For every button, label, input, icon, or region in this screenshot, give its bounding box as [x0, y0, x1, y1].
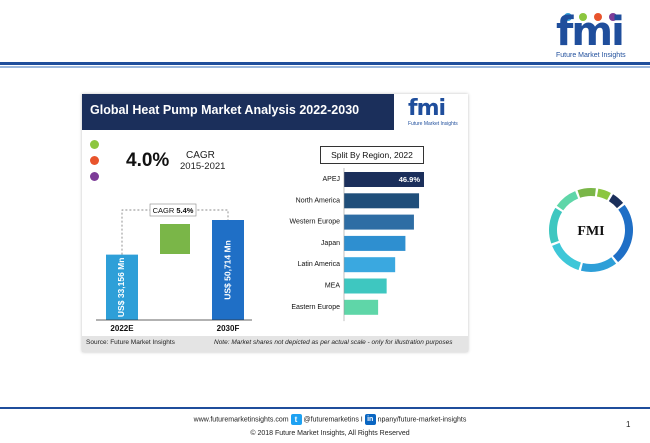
copyright: © 2018 Future Market Insights, All Right…: [250, 430, 410, 437]
panel-fmi-logo: fmi Future Market Insights: [408, 98, 464, 128]
market-category-label: 2030F: [217, 324, 240, 333]
linkedin-icon[interactable]: in: [364, 414, 376, 425]
status-dot-green: [90, 140, 99, 149]
cagr-callout-value: 5.4%: [176, 206, 193, 215]
region-label: APEJ: [322, 176, 340, 183]
donut-slice: [580, 257, 617, 273]
footer-separator: I: [360, 416, 363, 424]
market-category-label: 2022E: [110, 324, 134, 333]
panel-logo-letters: fmi: [408, 96, 446, 121]
region-bar-2: [344, 214, 414, 230]
twitter-handle[interactable]: @futuremarketins: [303, 416, 359, 424]
infographic-panel: Global Heat Pump Market Analysis 2022-20…: [82, 94, 468, 352]
website-link[interactable]: www.futuremarketinsights.com: [193, 416, 289, 424]
market-size-chart: US$ 33,156 Mn 2022E US$ 50,714 Mn 2030F CAGR…: [96, 203, 252, 333]
cagr-callout-box: [149, 203, 197, 217]
logo-tagline: Future Market Insights: [556, 52, 626, 59]
source-text: Source: Future Market Insights: [86, 339, 175, 346]
header-rule-light: [0, 66, 650, 68]
status-dot-orange: [90, 156, 99, 165]
region-label: North America: [296, 197, 340, 204]
page-number: 1: [626, 420, 631, 429]
logo-dot: [594, 13, 602, 21]
region-label: Japan: [321, 240, 340, 247]
panel-logo-tagline: Future Market Insights: [408, 121, 458, 127]
donut-slice: [596, 188, 611, 201]
market-bar-2022E: [106, 254, 138, 320]
chart-title: Global Heat Pump Market Analysis 2022-20…: [90, 103, 360, 117]
region-value-label: 46.9%: [399, 175, 421, 184]
region-bar-4: [344, 257, 396, 273]
twitter-icon[interactable]: t: [290, 414, 302, 425]
cagr-callout-label: CAGR: [153, 206, 177, 215]
market-bar-2030F: [212, 220, 244, 320]
logo-dot: [609, 13, 617, 21]
note-text: Note: Market shares not depicted as per …: [214, 339, 453, 346]
region-bar-chart: APEJ 46.9% North America Western Europe Japa…: [290, 168, 424, 322]
title-bar: Global Heat Pump Market Analysis 2022-20…: [82, 94, 394, 130]
donut-slice: [612, 204, 633, 263]
market-value-label: US$ 33,156 Mn: [116, 258, 126, 318]
logo-letters: fmi: [556, 9, 625, 55]
region-bar-1: [344, 193, 420, 209]
donut-hole: [558, 197, 624, 263]
market-value-label: US$ 50,714 Mn: [222, 240, 232, 300]
region-label: Latin America: [298, 261, 341, 268]
cagr-value: 4.0%: [126, 150, 170, 171]
donut-slice: [577, 187, 596, 198]
donut-slice: [556, 191, 579, 211]
donut-slice: [608, 194, 624, 209]
status-dot-purple: [90, 172, 99, 181]
region-bar-0: [344, 172, 424, 187]
region-bar-3: [344, 235, 406, 251]
fmi-donut-chart: FMI: [548, 187, 633, 273]
region-label: Western Europe: [290, 219, 341, 226]
source-bar: Source: Future Market Insights Note: Mar…: [82, 336, 468, 352]
split-label: Split By Region, 2022: [331, 150, 413, 160]
header-rule: [0, 62, 650, 65]
linkedin-link[interactable]: npany/future-market-insights: [377, 416, 467, 424]
donut-slice: [552, 242, 581, 271]
cagr-period: 2015-2021: [180, 161, 226, 172]
logo-dot: [579, 13, 587, 21]
region-label: Eastern Europe: [291, 304, 340, 311]
region-bar-5: [344, 278, 387, 294]
donut-center-label: FMI: [577, 224, 604, 239]
donut-slice: [548, 207, 563, 244]
region-label: MEA: [325, 283, 341, 290]
footer-rule: [0, 407, 650, 409]
footer-links: www.futuremarketinsights.com t @futurema…: [160, 414, 500, 425]
growth-square: [160, 224, 190, 254]
cagr-callout-text: CAGR 5.4%: [153, 206, 194, 215]
logo-dot: [564, 13, 572, 21]
region-bar-6: [344, 299, 379, 315]
fmi-logo: fmi Future Market Insights: [552, 8, 644, 60]
logo-dots: [564, 8, 644, 21]
split-by-region-box: Split By Region, 2022: [320, 146, 424, 164]
cagr-label: CAGR: [186, 150, 215, 161]
